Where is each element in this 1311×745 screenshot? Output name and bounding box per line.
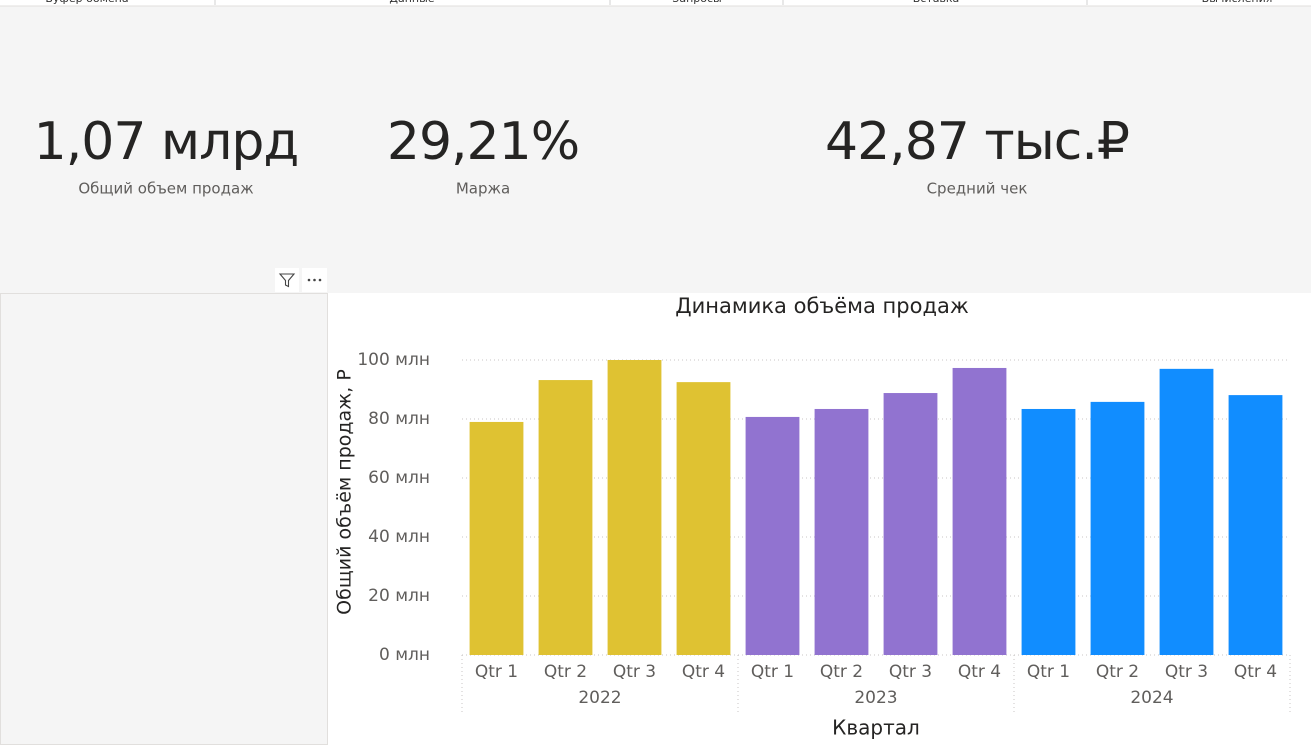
card-label: Общий объем продаж: [78, 180, 253, 198]
ribbon-group-label: Запросы: [672, 0, 721, 5]
bar: [676, 382, 731, 655]
card-value: 1,07 млрд: [34, 112, 299, 172]
x-group-label: 2022: [578, 688, 621, 708]
bar: [745, 416, 800, 655]
ribbon-group-label: Вычисления: [1202, 0, 1273, 5]
bar: [952, 367, 1007, 655]
x-axis-title: Квартал: [832, 716, 920, 740]
x-group-label: 2024: [1130, 688, 1173, 708]
y-tick-label: 20 млн: [368, 586, 430, 606]
x-tick-label: Qtr 2: [544, 662, 587, 682]
bar: [607, 360, 662, 655]
more-icon: [307, 278, 322, 282]
x-tick-label: Qtr 4: [1234, 662, 1277, 682]
x-tick-label: Qtr 1: [1027, 662, 1070, 682]
x-tick-label: Qtr 1: [751, 662, 794, 682]
ribbon-groups: Буфер обмена Данные Запросы Вставка Вычислен…: [45, 0, 1272, 5]
x-group-label: 2023: [854, 688, 897, 708]
chart: Динамика объёма продаж Общий объём продаж…: [334, 294, 1291, 740]
ribbon-group-label: Вставка: [913, 0, 960, 5]
bar: [883, 393, 938, 655]
filter-icon: [278, 273, 296, 288]
x-tick-label: Qtr 2: [820, 662, 863, 682]
filter-button[interactable]: [275, 268, 299, 292]
ribbon-group-label: Данные: [389, 0, 434, 5]
y-axis-title: Общий объём продаж, Р: [334, 369, 356, 615]
ribbon: [0, 0, 1311, 6]
card-value: 42,87 тыс.₽: [825, 112, 1129, 172]
y-tick-label: 80 млн: [368, 409, 430, 429]
bar: [814, 408, 869, 655]
bar: [1159, 368, 1214, 655]
x-tick-label: Qtr 1: [475, 662, 518, 682]
card-label: Маржа: [456, 180, 510, 198]
ribbon-group-label: Буфер обмена: [45, 0, 128, 5]
bar: [1228, 395, 1283, 655]
chart-title: Динамика объёма продаж: [675, 294, 969, 318]
card-value: 29,21%: [387, 112, 579, 172]
y-tick-label: 60 млн: [368, 468, 430, 488]
bar: [1090, 401, 1145, 655]
y-tick-label: 0 млн: [379, 645, 430, 665]
x-tick-label: Qtr 3: [613, 662, 656, 682]
y-tick-label: 40 млн: [368, 527, 430, 547]
x-tick-label: Qtr 2: [1096, 662, 1139, 682]
card-label: Средний чек: [927, 180, 1028, 198]
bar: [538, 380, 593, 655]
x-tick-label: Qtr 4: [682, 662, 725, 682]
x-tick-label: Qtr 3: [1165, 662, 1208, 682]
bar: [1021, 408, 1076, 655]
x-tick-label: Qtr 4: [958, 662, 1001, 682]
bar: [469, 421, 524, 655]
card-frame: [0, 293, 328, 745]
x-tick-label: Qtr 3: [889, 662, 932, 682]
y-tick-label: 100 млн: [357, 350, 430, 370]
